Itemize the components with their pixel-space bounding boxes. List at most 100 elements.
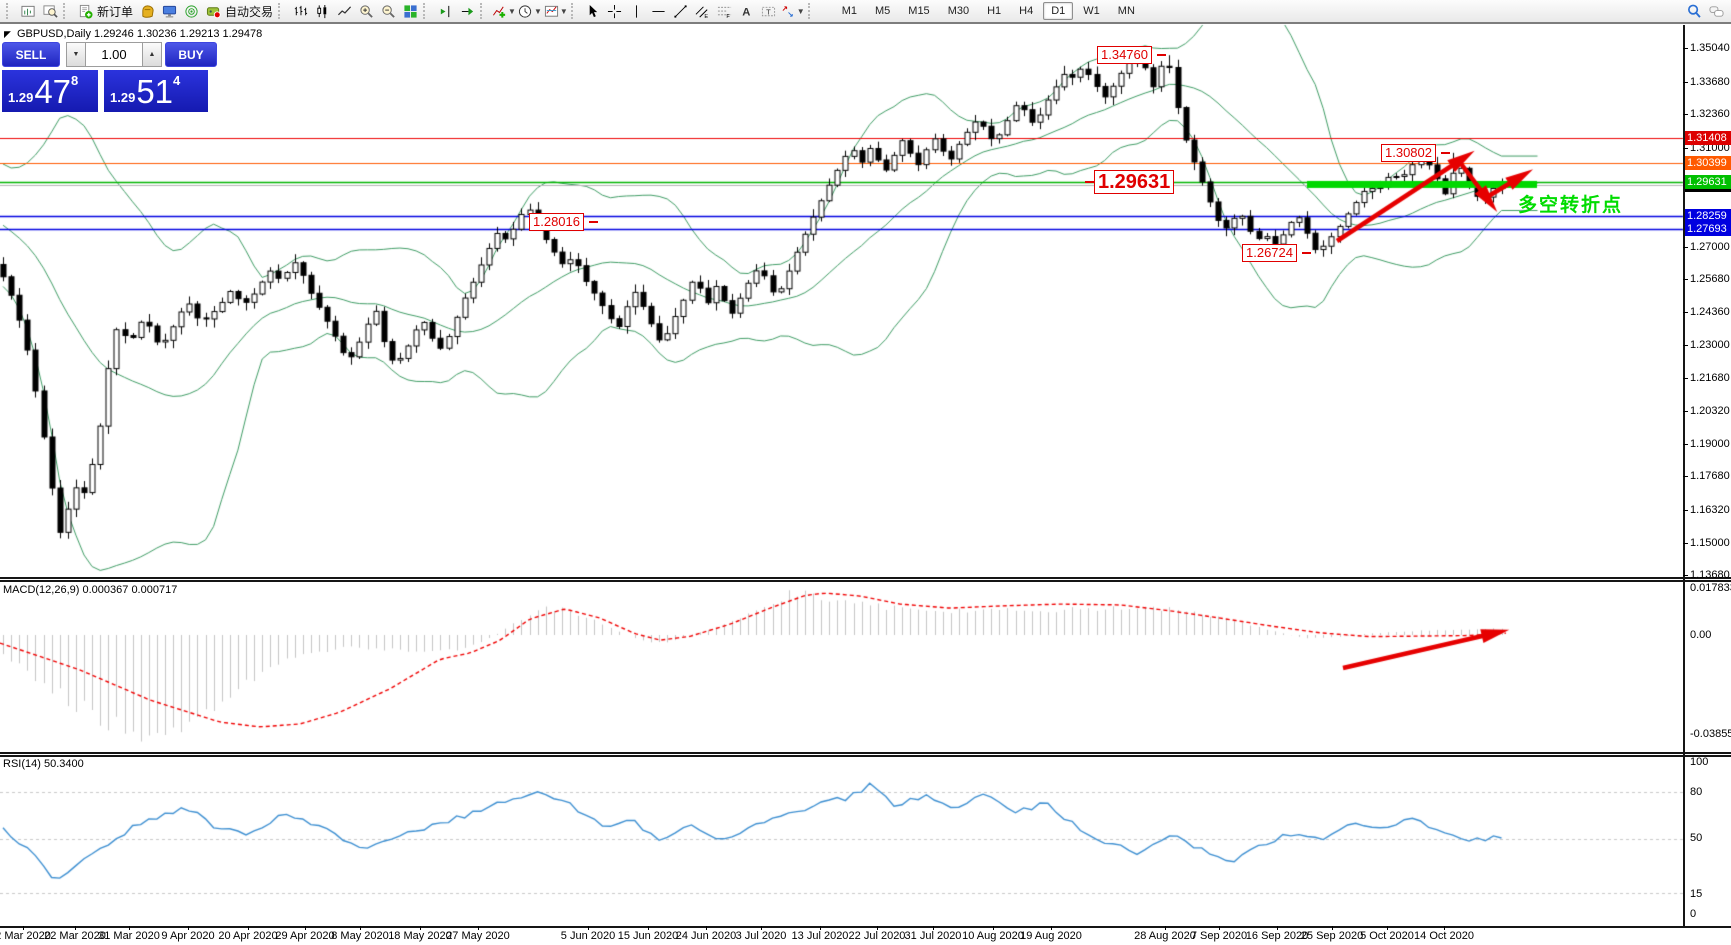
timeframe-group: M1 M5 M15 M30 H1 H4 D1 W1 MN <box>833 2 1144 20</box>
price-axis-tick: 1.25680 <box>1690 273 1730 286</box>
price-annotation-leader <box>1302 252 1311 255</box>
vertical-line-button[interactable] <box>627 1 647 21</box>
sell-price-display[interactable]: 1.29 47 8 <box>2 70 98 112</box>
timeframe-button-m30[interactable]: M30 <box>947 5 970 17</box>
date-axis-label: 5 Oct 2020 <box>1360 930 1414 942</box>
zoom-out-button[interactable] <box>378 1 398 21</box>
text-button[interactable]: A <box>737 1 757 21</box>
zoom-in-button[interactable] <box>356 1 376 21</box>
date-axis-border <box>0 926 1731 928</box>
bar-chart-button[interactable] <box>290 1 310 21</box>
new-order-icon[interactable] <box>75 1 95 21</box>
search-icon[interactable] <box>1684 1 1704 21</box>
periods-button[interactable]: ▼ <box>518 1 542 21</box>
timeframe-button-h4[interactable]: H4 <box>1019 5 1034 17</box>
trendline-button[interactable] <box>671 1 691 21</box>
date-axis-tickmark <box>1165 926 1166 930</box>
date-axis-tickmark <box>23 926 24 930</box>
date-axis-tickmark <box>993 926 994 930</box>
new-chart-button[interactable] <box>18 1 38 21</box>
timeframe-button-m1[interactable]: M1 <box>841 5 857 17</box>
symbol-marker-icon: ◤ <box>4 29 11 39</box>
auto-scroll-button[interactable] <box>457 1 477 21</box>
macd-axis-label: 0.017833 <box>1690 582 1731 594</box>
sell-button[interactable]: SELL <box>2 42 60 67</box>
macd-axis-label: -0.038559 <box>1690 728 1731 740</box>
timeframe-button-h1[interactable]: H1 <box>987 5 1002 17</box>
price-annotation-label[interactable]: 1.29631 <box>1094 169 1175 194</box>
terminal-computer-icon[interactable] <box>159 1 179 21</box>
indicators-button[interactable]: ▼ <box>492 1 516 21</box>
price-axis-tick: 1.35040 <box>1690 42 1730 55</box>
tile-windows-button[interactable] <box>400 1 420 21</box>
equidistant-channel-button[interactable]: E <box>693 1 713 21</box>
new-order-label[interactable]: 新订单 <box>97 4 134 19</box>
autotrading-icon[interactable] <box>203 1 223 21</box>
timeframe-button-w1[interactable]: W1 <box>1083 5 1100 17</box>
buy-button[interactable]: BUY <box>165 42 217 67</box>
toolbar-grip <box>278 3 284 19</box>
price-axis-tickmark <box>1683 543 1688 544</box>
ohlc-low: 1.29213 <box>179 28 220 40</box>
rsi-axis-label: 50 <box>1690 832 1703 844</box>
arrows-button[interactable]: ▼ <box>781 1 805 21</box>
timeframe-button-mn[interactable]: MN <box>1117 5 1135 17</box>
main-macd-separator[interactable] <box>0 577 1731 582</box>
date-axis-label: 15 Jun 2020 <box>617 930 679 942</box>
date-axis-tickmark <box>1332 926 1333 930</box>
turning-point-annotation: 多空转折点 <box>1518 195 1624 216</box>
date-axis-label: 31 Jul 2020 <box>904 930 962 942</box>
cursor-button[interactable] <box>583 1 603 21</box>
price-axis-tickmark <box>1683 510 1688 511</box>
price-axis-tick: 1.23000 <box>1690 339 1730 352</box>
date-axis-tickmark <box>1277 926 1278 930</box>
timeframe-button-m15[interactable]: M15 <box>908 5 930 17</box>
date-axis-label: 29 Apr 2020 <box>275 930 335 942</box>
chart-shift-button[interactable] <box>435 1 455 21</box>
date-axis-label: 22 Jul 2020 <box>848 930 906 942</box>
rsi-axis-label: 15 <box>1690 888 1703 900</box>
buy-price-pip: 4 <box>173 73 181 88</box>
macd-label: MACD(12,26,9) 0.000367 0.000717 <box>3 584 178 596</box>
crosshair-button[interactable] <box>605 1 625 21</box>
date-axis-tickmark <box>248 926 249 930</box>
price-axis-tickmark <box>1683 411 1688 412</box>
wallet-icon[interactable] <box>137 1 157 21</box>
date-axis-label: 2 Mar 2020 <box>0 930 51 942</box>
macd-axis-label: 0.00 <box>1690 629 1712 641</box>
signals-icon[interactable] <box>181 1 201 21</box>
price-level-badge: 1.28259 <box>1685 208 1731 223</box>
price-annotation-label[interactable]: 1.30802 <box>1381 143 1436 162</box>
date-axis-label: 16 Sep 2020 <box>1245 930 1309 942</box>
buy-price-display[interactable]: 1.29 51 4 <box>104 70 208 112</box>
volume-input[interactable] <box>86 42 142 67</box>
price-annotation-label[interactable]: 1.26724 <box>1242 244 1297 263</box>
price-annotation-label[interactable]: 1.28016 <box>529 212 584 231</box>
price-annotation-label[interactable]: 1.34760 <box>1097 46 1152 65</box>
toolbar-grip <box>6 3 12 19</box>
macd-rsi-separator[interactable] <box>0 752 1731 757</box>
price-axis-tick: 1.27000 <box>1690 240 1730 253</box>
rsi-label: RSI(14) 50.3400 <box>3 758 84 770</box>
date-axis-tickmark <box>1444 926 1445 930</box>
price-axis-tick: 1.17680 <box>1690 470 1730 483</box>
date-axis-label: 5 Jun 2020 <box>560 930 616 942</box>
symbol-name: GBPUSD,Daily <box>16 28 91 40</box>
templates-button[interactable]: ▼ <box>544 1 568 21</box>
volume-decrease-button[interactable]: ▼ <box>66 42 86 67</box>
autotrading-label[interactable]: 自动交易 <box>225 4 274 19</box>
chat-icon[interactable] <box>1706 1 1726 21</box>
date-axis-label: 18 May 2020 <box>388 930 452 942</box>
price-axis-tick: 1.32360 <box>1690 108 1730 121</box>
text-label-button[interactable]: T <box>759 1 779 21</box>
fibonacci-button[interactable]: F <box>715 1 735 21</box>
volume-increase-button[interactable]: ▲ <box>142 42 162 67</box>
horizontal-line-button[interactable] <box>649 1 669 21</box>
timeframe-button-d1[interactable]: D1 <box>1043 2 1074 20</box>
timeframe-button-m5[interactable]: M5 <box>875 5 891 17</box>
line-chart-button[interactable] <box>334 1 354 21</box>
price-level-badge: 1.29631 <box>1685 174 1731 189</box>
market-watch-button[interactable] <box>40 1 60 21</box>
candlestick-chart-button[interactable] <box>312 1 332 21</box>
